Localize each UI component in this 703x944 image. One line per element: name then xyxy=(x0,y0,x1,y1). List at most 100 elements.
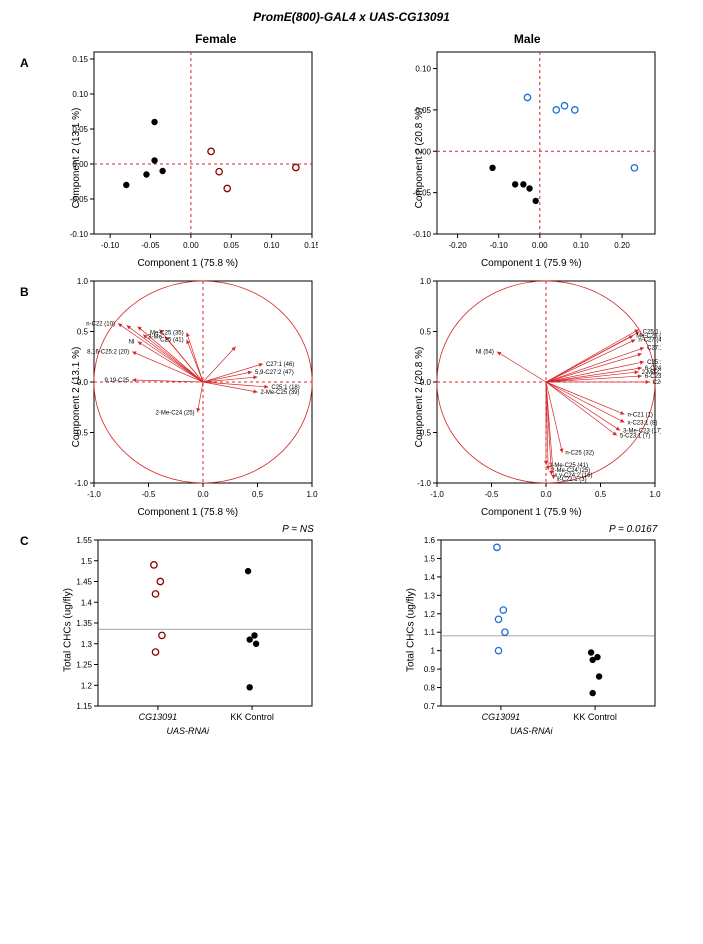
panel-c-female-pval: P = NS xyxy=(58,524,314,535)
svg-text:0.5: 0.5 xyxy=(77,328,89,337)
svg-text:2-Me-C24 (25): 2-Me-C24 (25) xyxy=(155,410,194,416)
svg-text:-0.05: -0.05 xyxy=(141,241,160,250)
row-label-b: B xyxy=(20,275,36,299)
svg-text:n-C21 (1): n-C21 (1) xyxy=(628,412,653,418)
panel-c-male-uas: UAS-RNAi xyxy=(401,726,661,736)
svg-text:-1.0: -1.0 xyxy=(417,479,431,488)
row-label-a: A xyxy=(20,46,36,70)
svg-text:1.35: 1.35 xyxy=(76,619,92,628)
svg-text:1.0: 1.0 xyxy=(650,490,662,499)
row-c: C P = NS Total CHCs (ug/fly) 1.151.21.25… xyxy=(20,524,683,736)
panel-b-male: Component 2 (20.8 %) -1.0 -0.5 0.0 0.5 1.0 -1… xyxy=(401,275,661,518)
svg-text:-0.10: -0.10 xyxy=(490,241,509,250)
svg-text:n-C22 (10): n-C22 (10) xyxy=(86,321,115,327)
svg-text:1.3: 1.3 xyxy=(81,640,93,649)
svg-text:1.5: 1.5 xyxy=(424,554,436,563)
svg-text:CG13091: CG13091 xyxy=(482,712,521,722)
svg-text:1.3: 1.3 xyxy=(424,591,436,600)
svg-text:0.20: 0.20 xyxy=(615,241,631,250)
svg-text:-0.5: -0.5 xyxy=(485,490,499,499)
panel-b-female-ylabel: Component 2 (13.1 %) xyxy=(71,346,82,447)
svg-text:1.1: 1.1 xyxy=(424,628,436,637)
svg-text:1.0: 1.0 xyxy=(420,277,432,286)
svg-text:0.5: 0.5 xyxy=(420,328,432,337)
svg-text:0.15: 0.15 xyxy=(72,55,88,64)
svg-text:1.0: 1.0 xyxy=(77,277,89,286)
svg-text:0.10: 0.10 xyxy=(416,65,432,74)
svg-text:1.25: 1.25 xyxy=(76,661,92,670)
scatter-c-female: 1.15 1.2 1.25 1.3 1.35 1.4 1.45 1.5 1.55 CG13091 K… xyxy=(58,536,318,726)
svg-text:KK Control: KK Control xyxy=(574,712,618,722)
svg-text:1: 1 xyxy=(431,647,436,656)
svg-text:n-C25 (32): n-C25 (32) xyxy=(566,451,595,457)
svg-text:C25 (41): C25 (41) xyxy=(160,338,183,344)
svg-text:1.2: 1.2 xyxy=(424,610,436,619)
svg-text:-0.10: -0.10 xyxy=(101,241,120,250)
svg-text:1.4: 1.4 xyxy=(424,573,436,582)
svg-text:C26:1 (45): C26:1 (45) xyxy=(653,380,661,386)
panel-c-male-ylabel: Total CHCs (ug/fly) xyxy=(406,588,417,672)
row-b: B Component 2 (13.1 %) -1.0 -0.5 0.0 0.5 1.0… xyxy=(20,275,683,518)
row-a: A Component 2 (13.1 %) -0.10-0.050.000.0… xyxy=(20,46,683,269)
svg-text:x-C23:1 (8): x-C23:1 (8) xyxy=(628,420,658,426)
col-header-male: Male xyxy=(387,32,667,46)
svg-text:0.0: 0.0 xyxy=(197,490,209,499)
svg-text:8,16-C25:2 (20): 8,16-C25:2 (20) xyxy=(87,350,129,356)
svg-text:5-C23:1 (7): 5-C23:1 (7) xyxy=(620,434,650,440)
biplot-b-female: -1.0-0.50.00.51.0-1.0-0.50.00.51.0n-C22 … xyxy=(58,275,318,505)
panel-b-female: Component 2 (13.1 %) -1.0 -0.5 0.0 0.5 1.0 -1… xyxy=(58,275,318,518)
panel-a-male-ylabel: Component 2 (20.8 %) xyxy=(414,107,425,208)
svg-text:0.5: 0.5 xyxy=(252,490,264,499)
panel-a-female-ylabel: Component 2 (13.1 %) xyxy=(71,107,82,208)
svg-text:5,9-C27:2 (47): 5,9-C27:2 (47) xyxy=(255,370,294,376)
panel-c-female-ylabel: Total CHCs (ug/fly) xyxy=(62,588,73,672)
svg-text:0.5: 0.5 xyxy=(595,490,607,499)
svg-text:NI: NI xyxy=(128,340,134,346)
svg-text:1.2: 1.2 xyxy=(81,681,93,690)
svg-text:0.9: 0.9 xyxy=(424,665,436,674)
svg-text:9,19-C25: 9,19-C25 xyxy=(104,378,129,384)
svg-text:CG13091: CG13091 xyxy=(138,712,177,722)
svg-text:-1.0: -1.0 xyxy=(430,490,444,499)
panel-a-female: Component 2 (13.1 %) -0.10-0.050.000.050… xyxy=(58,46,318,269)
panel-a-male: Component 2 (20.8 %) -0.20-0.100.000.100… xyxy=(401,46,661,269)
col-header-female: Female xyxy=(76,32,356,46)
svg-text:1.5: 1.5 xyxy=(81,557,93,566)
svg-text:0.05: 0.05 xyxy=(223,241,239,250)
panel-a-female-xlabel: Component 1 (75.8 %) xyxy=(58,258,318,269)
svg-text:0.7: 0.7 xyxy=(424,702,436,711)
svg-text:1.4: 1.4 xyxy=(81,598,93,607)
svg-text:0.10: 0.10 xyxy=(264,241,280,250)
svg-text:1.6: 1.6 xyxy=(424,536,436,545)
panel-c-male: P = 0.0167 Total CHCs (ug/fly) 0.70.80.9… xyxy=(401,524,661,736)
svg-text:2-Me-C25 (39): 2-Me-C25 (39) xyxy=(260,390,299,396)
scatter-c-male: 0.70.80.911.11.21.31.41.51.6CG13091KK Co… xyxy=(401,536,661,726)
svg-text:-0.5: -0.5 xyxy=(141,490,155,499)
svg-text:-1.0: -1.0 xyxy=(87,490,101,499)
svg-text:C27:1 (46): C27:1 (46) xyxy=(266,362,294,368)
scatter-a-female: -0.10-0.050.000.050.100.15-0.10-0.050.00… xyxy=(58,46,318,256)
figure-page: PromE(800)-GAL4 x UAS-CG13091 Female Mal… xyxy=(0,0,703,762)
svg-text:0.10: 0.10 xyxy=(573,241,589,250)
svg-text:NI (54): NI (54) xyxy=(476,350,494,356)
panel-b-male-ylabel: Component 2 (20.8 %) xyxy=(414,346,425,447)
panel-c-female: P = NS Total CHCs (ug/fly) 1.151.21.251.… xyxy=(58,524,318,736)
svg-text:0.0: 0.0 xyxy=(541,490,553,499)
svg-text:-0.20: -0.20 xyxy=(449,241,468,250)
scatter-a-male: -0.20-0.100.000.100.20-0.10-0.050.000.05… xyxy=(401,46,661,256)
figure-title: PromE(800)-GAL4 x UAS-CG13091 xyxy=(20,10,683,24)
column-headers: Female Male xyxy=(60,32,683,46)
svg-text:0.10: 0.10 xyxy=(72,90,88,99)
svg-text:-0.10: -0.10 xyxy=(70,230,89,239)
svg-text:1.15: 1.15 xyxy=(76,702,92,711)
svg-text:-1.0: -1.0 xyxy=(74,479,88,488)
panel-b-male-xlabel: Component 1 (75.9 %) xyxy=(401,507,661,518)
biplot-b-male: -1.0-0.50.00.51.0-1.0-0.50.00.51.0C25:1 … xyxy=(401,275,661,505)
svg-text:x-C22:1 (3): x-C22:1 (3) xyxy=(557,477,587,483)
svg-text:1.55: 1.55 xyxy=(76,536,92,545)
svg-text:KK Control: KK Control xyxy=(230,712,274,722)
svg-text:-0.10: -0.10 xyxy=(413,230,432,239)
svg-text:C27:1 (47): C27:1 (47) xyxy=(647,346,661,352)
panel-b-female-xlabel: Component 1 (75.8 %) xyxy=(58,507,318,518)
svg-text:1.45: 1.45 xyxy=(76,578,92,587)
